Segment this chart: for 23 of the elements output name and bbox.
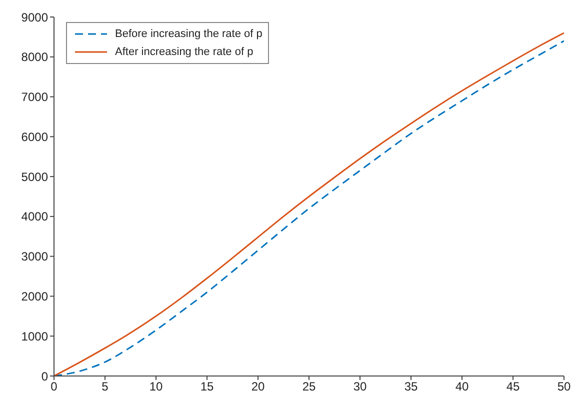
- x-tick-label: 15: [200, 380, 214, 394]
- y-tick-label: 7000: [21, 90, 48, 104]
- y-tick-label: 8000: [21, 50, 48, 64]
- y-tick-label: 4000: [21, 210, 48, 224]
- legend-label: Before increasing the rate of p: [115, 27, 262, 42]
- x-tick-label: 35: [404, 380, 418, 394]
- x-tick-label: 5: [102, 380, 109, 394]
- y-tick-label: 5000: [21, 170, 48, 184]
- y-tick-label: 6000: [21, 130, 48, 144]
- y-tick-label: 1000: [21, 329, 48, 344]
- x-tick-label: 45: [506, 380, 520, 394]
- x-tick-label: 25: [302, 380, 316, 394]
- y-tick-label: 3000: [21, 250, 48, 264]
- x-tick-label: 0: [50, 380, 58, 394]
- x-tick-label: 20: [251, 380, 265, 394]
- x-tick-label: 50: [557, 380, 571, 394]
- y-tick-label: 9000: [21, 10, 48, 24]
- x-tick-label: 30: [353, 380, 367, 394]
- x-tick-label: 40: [455, 380, 469, 394]
- y-tick-label: 2000: [21, 289, 48, 304]
- y-tick-label: 0: [41, 369, 48, 384]
- legend-label: After increasing the rate of p: [115, 45, 254, 60]
- x-tick-label: 10: [149, 380, 163, 394]
